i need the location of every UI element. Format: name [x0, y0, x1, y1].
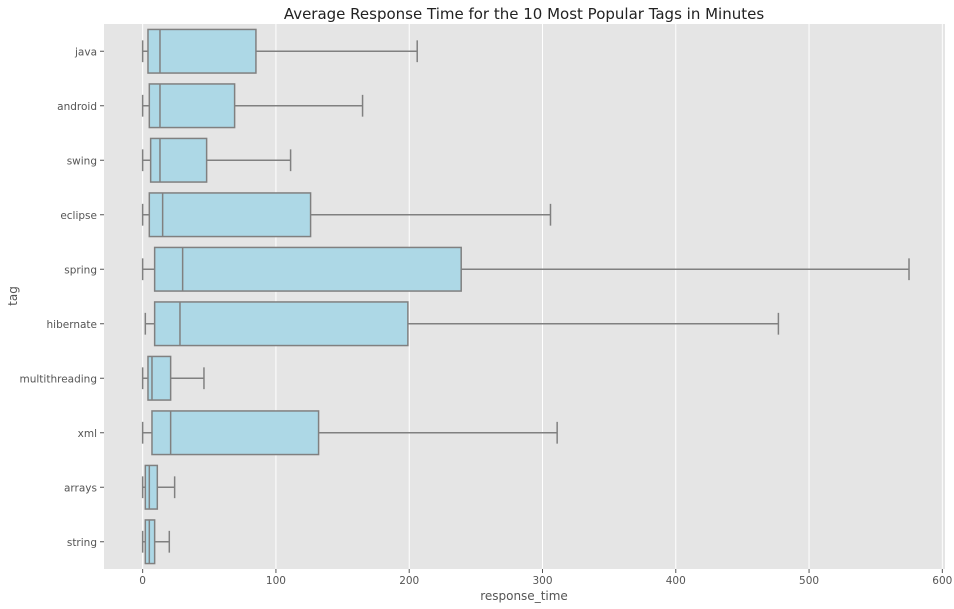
- box-xml: [141, 410, 558, 456]
- box-java: [141, 28, 418, 74]
- x-tick-label: 200: [399, 575, 419, 587]
- box-spring: [141, 246, 910, 292]
- x-tick-label: 600: [932, 575, 952, 587]
- plot-background: [104, 24, 945, 569]
- y-tick-label: string: [67, 537, 97, 549]
- x-tick-label: 0: [139, 575, 146, 587]
- box-string: [141, 519, 171, 565]
- iqr-box: [153, 246, 462, 292]
- iqr-box: [151, 410, 320, 456]
- box-multithreading: [141, 355, 205, 401]
- y-tick-label: spring: [64, 264, 97, 276]
- iqr-box: [144, 464, 159, 510]
- box-arrays: [141, 464, 176, 510]
- y-axis-label: tag: [6, 286, 20, 306]
- box-series: [141, 28, 910, 565]
- chart-title: Average Response Time for the 10 Most Po…: [284, 5, 765, 23]
- y-axis-ticks: java android swing eclipse spring hibernate mu…: [20, 46, 104, 549]
- x-tick-label: 500: [799, 575, 819, 587]
- x-tick-label: 300: [532, 575, 552, 587]
- y-tick-label: multithreading: [20, 373, 98, 385]
- y-tick-label: java: [74, 46, 97, 58]
- x-axis-label: response_time: [480, 589, 568, 603]
- box-hibernate: [144, 301, 780, 347]
- y-tick-label: swing: [67, 155, 97, 167]
- iqr-box: [148, 192, 312, 238]
- x-tick-label: 100: [266, 575, 286, 587]
- box-eclipse: [141, 192, 552, 238]
- y-tick-label: eclipse: [60, 210, 97, 222]
- x-axis-ticks: 0 100 200 300 400 500 600: [139, 569, 952, 587]
- y-tick-label: arrays: [64, 482, 97, 494]
- iqr-box: [148, 83, 236, 129]
- iqr-box: [149, 137, 208, 183]
- iqr-box: [147, 28, 257, 74]
- box-android: [141, 83, 364, 129]
- iqr-box: [153, 301, 409, 347]
- y-tick-label: android: [57, 101, 97, 113]
- x-tick-label: 400: [666, 575, 686, 587]
- y-tick-label: hibernate: [47, 319, 98, 331]
- iqr-box: [147, 355, 172, 401]
- box-swing: [141, 137, 292, 183]
- y-tick-label: xml: [78, 428, 97, 440]
